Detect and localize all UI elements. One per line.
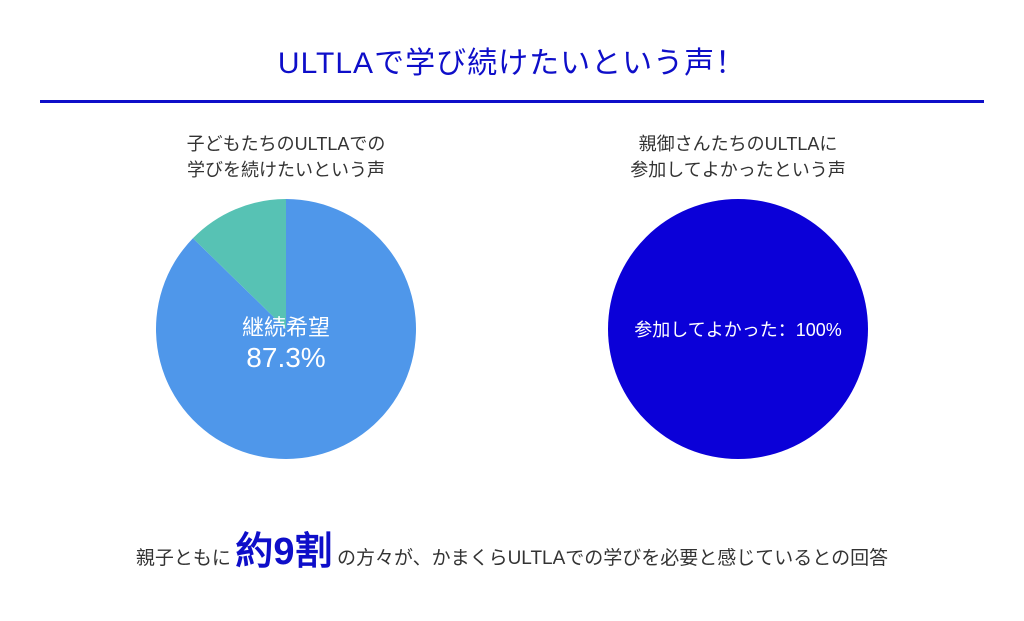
- page-title: ULTLAで学び続けたいという声！: [0, 0, 1024, 82]
- slide: ULTLAで学び続けたいという声！ 子どもたちのULTLAでの 学びを続けたいと…: [0, 0, 1024, 621]
- left-pie-wrap: 継続希望 87.3%: [156, 199, 416, 459]
- left-chart-block: 子どもたちのULTLAでの 学びを続けたいという声 継続希望 87.3%: [76, 131, 496, 459]
- left-chart-subtitle: 子どもたちのULTLAでの 学びを続けたいという声: [187, 131, 386, 183]
- right-subtitle-line2: 参加してよかったという声: [630, 160, 845, 180]
- right-chart-block: 親御さんたちのULTLAに 参加してよかったという声 参加してよかった：100%: [528, 131, 948, 459]
- left-subtitle-line2: 学びを続けたいという声: [187, 160, 385, 180]
- title-text: ULTLAで学び続けたいという声！: [278, 47, 746, 80]
- summary-prefix: 親子ともに: [136, 548, 231, 569]
- left-subtitle-line1: 子どもたちのULTLAでの: [187, 134, 386, 154]
- right-subtitle-line1: 親御さんたちのULTLAに: [639, 134, 838, 154]
- summary-suffix: の方々が、かまくらULTLAでの学びを必要と感じているとの回答: [337, 548, 888, 569]
- summary-line: 親子ともに 約9割 の方々が、かまくらULTLAでの学びを必要と感じているとの回…: [0, 520, 1024, 575]
- right-chart-subtitle: 親御さんたちのULTLAに 参加してよかったという声: [630, 131, 845, 183]
- left-pie-svg: [156, 199, 416, 459]
- right-pie-svg: [608, 199, 868, 459]
- chart-row: 子どもたちのULTLAでの 学びを続けたいという声 継続希望 87.3% 親御さ…: [0, 103, 1024, 459]
- summary-emphasis: 約9割: [235, 531, 332, 573]
- right-pie-wrap: 参加してよかった：100%: [608, 199, 868, 459]
